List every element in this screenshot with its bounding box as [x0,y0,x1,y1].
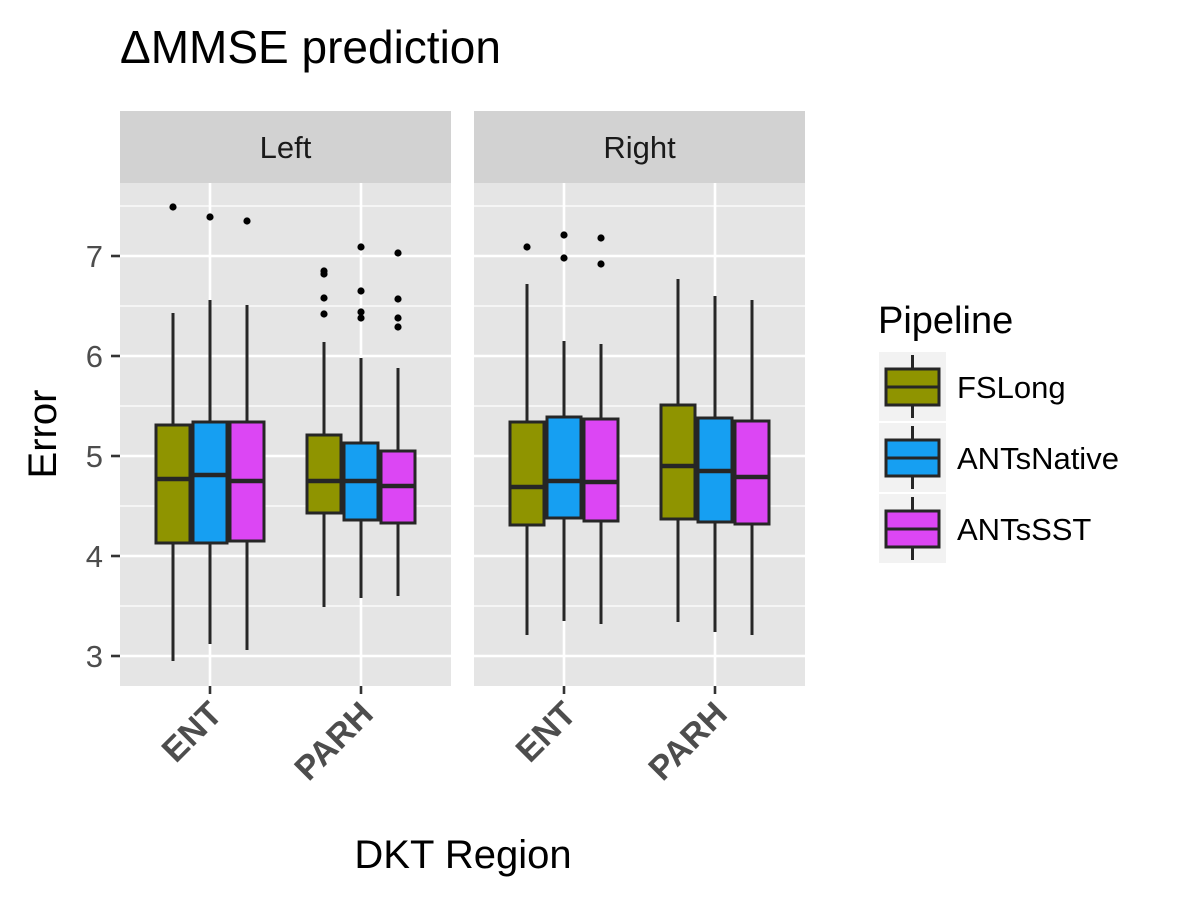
facet-panels: Left ENT PARH Right ENT PARH 3 4 5 6 7 [86,111,805,788]
outlier-point [560,254,568,262]
legend-item-antssst: ANTsSST [879,494,1091,563]
box-fslong-parh [659,279,697,622]
facet-strip-label: Left [260,130,312,165]
outlier-point [560,231,568,239]
y-tick-label: 7 [86,239,103,274]
x-tick-label: ENT [155,695,230,770]
box-body [545,415,583,520]
legend-label: ANTsNative [957,441,1119,476]
y-tick-label: 3 [86,639,103,674]
outlier-point [394,314,402,322]
legend-title: Pipeline [878,300,1013,342]
facet-left: Left ENT PARH [120,111,451,788]
legend-item-fslong: FSLong [879,352,1066,421]
y-tick-label: 5 [86,439,103,474]
x-tick-label: ENT [509,695,584,770]
outlier-point [394,249,402,257]
legend-label: FSLong [957,370,1066,405]
legend: Pipeline FSLong ANTsNative ANTsSST [878,300,1119,563]
outlier-point [320,310,328,318]
outlier-point [320,267,328,275]
box-antsnative-ent [545,231,583,621]
box-body [191,420,229,545]
outlier-point [320,294,328,302]
box-fslong-ent [508,243,546,635]
legend-label: ANTsSST [957,512,1091,547]
facet-strip-label: Right [603,130,676,165]
box-antsnative-parh [696,296,734,632]
x-tick-label: PARH [287,695,380,788]
facet-strip [474,111,805,183]
box-antsnative-parh [342,243,380,598]
outlier-point [243,217,251,225]
outlier-point [523,243,531,251]
legend-item-antsnative: ANTsNative [879,423,1119,492]
outlier-point [394,323,402,331]
box-body [305,433,343,515]
y-axis-title: Error [21,390,65,479]
x-axis-title: DKT Region [354,833,571,877]
outlier-point [357,308,365,316]
box-body [154,423,192,545]
chart-title: ΔMMSE prediction [120,21,501,73]
box-antssst-ent [228,217,266,650]
outlier-point [597,260,605,268]
box-fslong-ent [154,203,192,661]
outlier-point [169,203,177,211]
outlier-point [597,234,605,242]
outlier-point [357,287,365,295]
y-axis: 3 4 5 6 7 [86,239,120,674]
outlier-point [357,243,365,251]
box-body [733,419,771,526]
facet-right: Right ENT PARH [474,111,805,788]
box-body [659,403,697,521]
box-body [508,420,546,527]
outlier-point [357,314,365,322]
box-body [582,417,620,523]
box-antssst-parh [379,249,417,596]
facet-strip [120,111,451,183]
outlier-point [206,213,214,221]
y-tick-label: 4 [86,539,103,574]
box-antsnative-ent [191,213,229,644]
x-tick-label: PARH [641,695,734,788]
outlier-point [394,295,402,303]
y-tick-label: 6 [86,339,103,374]
box-antssst-parh [733,300,771,635]
box-fslong-parh [305,267,343,607]
box-antssst-ent [582,234,620,624]
